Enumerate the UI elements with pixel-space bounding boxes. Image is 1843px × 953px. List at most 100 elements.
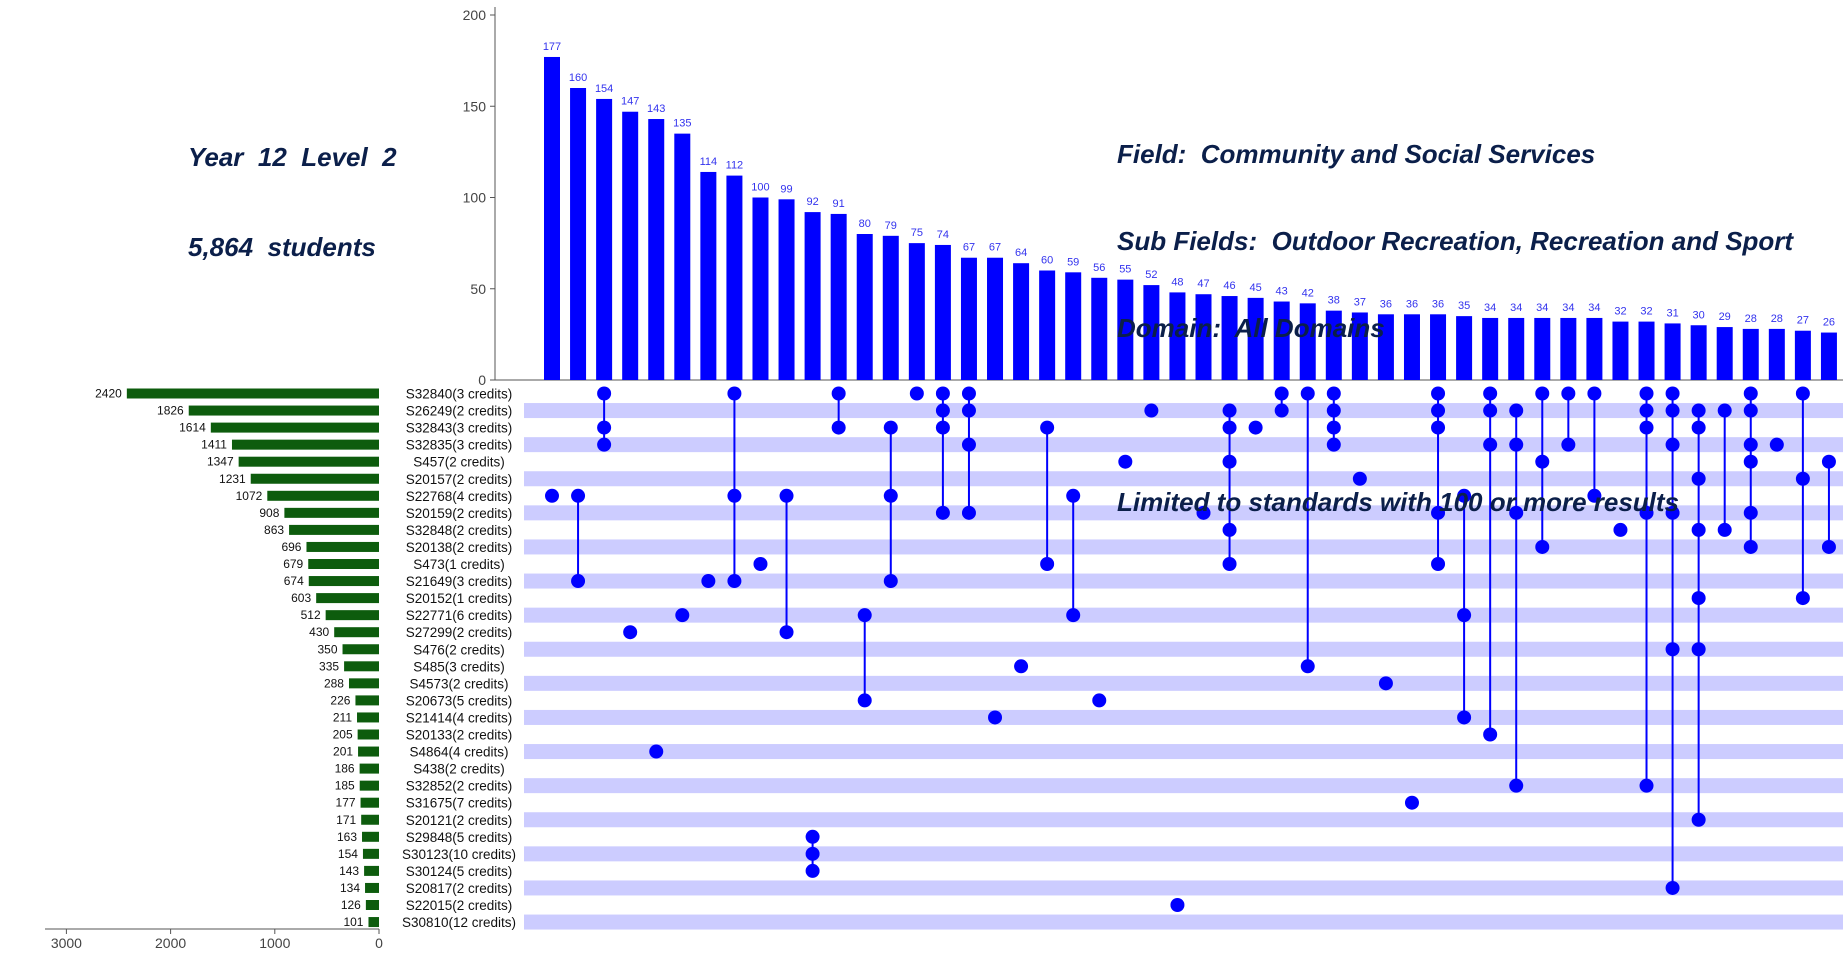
matrix-dot [1457, 608, 1472, 623]
matrix-dot [1639, 778, 1654, 793]
matrix-row-stripes [524, 403, 1843, 930]
intersection-bar [1612, 321, 1629, 380]
matrix-row-stripe [524, 573, 1843, 589]
bar-value-label: 143 [647, 103, 665, 115]
bar-value-label: 36 [1380, 298, 1392, 310]
set-name-label: S30123(10 credits) [402, 847, 516, 862]
matrix-row-stripe [524, 812, 1843, 828]
matrix-dot [935, 420, 950, 435]
set-size-bar [362, 831, 379, 842]
intersection-bar [726, 175, 743, 380]
matrix-dot [753, 557, 768, 571]
bar-value-label: 43 [1276, 286, 1288, 298]
intersection-bar [596, 98, 613, 380]
matrix-dot [1769, 437, 1784, 452]
set-size-bar [126, 388, 379, 399]
set-name-label: S20159(2 credits) [406, 506, 513, 521]
set-name-label: S21414(4 credits) [406, 710, 513, 725]
matrix-dot [961, 505, 976, 520]
set-name-label: S32840(3 credits) [406, 387, 513, 402]
set-size-label: 186 [335, 762, 355, 776]
intersection-bar [1716, 327, 1733, 380]
matrix-dot [1431, 386, 1446, 401]
set-axis-tick-label: 0 [375, 935, 383, 951]
y-tick-label: 100 [463, 190, 487, 206]
set-size-label: 512 [301, 608, 321, 622]
set-size-bar [362, 848, 379, 859]
matrix-row-stripe [524, 471, 1843, 487]
matrix-dot [545, 488, 559, 503]
intersection-bar [1456, 316, 1473, 380]
set-size-bar [306, 541, 379, 552]
intersection-bar [1586, 317, 1603, 380]
bar-value-label: 67 [989, 242, 1001, 254]
matrix-dot [1743, 386, 1758, 401]
set-name-label: S32852(2 credits) [406, 779, 513, 794]
set-name-label: S26249(2 credits) [406, 404, 513, 419]
bar-value-label: 80 [859, 218, 871, 230]
set-size-label: 1614 [179, 421, 206, 435]
matrix-dot [1821, 539, 1836, 554]
intersection-bar [1430, 314, 1447, 380]
matrix-dot [597, 420, 612, 435]
set-size-axis: 3000 2000 1000 0 [45, 928, 383, 951]
matrix-dot [988, 710, 1003, 725]
matrix-row-stripe [524, 709, 1843, 725]
matrix-dot [1483, 386, 1498, 401]
matrix-dot [1326, 386, 1341, 401]
bar-value-label: 75 [911, 227, 923, 239]
set-name-label: S4864(4 credits) [409, 745, 508, 760]
matrix-dot [805, 863, 820, 878]
bar-value-label: 38 [1328, 295, 1340, 307]
matrix-dot [857, 608, 872, 623]
matrix-dot [1691, 471, 1706, 486]
set-size-label: 863 [264, 523, 284, 537]
intersection-bar [856, 234, 873, 380]
matrix-row-stripe [524, 914, 1843, 930]
set-size-bar [308, 576, 379, 587]
set-size-label: 126 [341, 898, 361, 912]
intersection-bar [1143, 285, 1160, 380]
intersection-bar [1195, 294, 1212, 380]
matrix-dot [1378, 676, 1393, 691]
matrix-dot [1483, 727, 1498, 742]
matrix-dot [1014, 659, 1029, 674]
matrix-dot [1118, 454, 1133, 469]
matrix-dot [1665, 437, 1680, 452]
set-name-label: S27299(2 credits) [406, 625, 513, 640]
bar-value-label: 67 [963, 242, 975, 254]
intersection-bar [908, 243, 925, 380]
limit-note-line: Limited to standards with 100 or more re… [1117, 487, 1680, 517]
set-size-label: 1411 [201, 438, 227, 452]
matrix-dot [597, 437, 612, 452]
matrix-row-stripe [524, 744, 1843, 760]
set-size-label: 430 [309, 625, 329, 639]
set-size-label: 185 [335, 779, 355, 793]
set-size-bar [355, 695, 379, 706]
matrix-dot [1326, 420, 1341, 435]
matrix-dot [883, 488, 898, 503]
intersection-bar [987, 257, 1004, 380]
bar-value-label: 34 [1510, 302, 1522, 314]
bar-value-label: 92 [806, 196, 818, 208]
set-name-label: S438(2 credits) [413, 762, 505, 777]
intersection-bar [1742, 328, 1759, 380]
matrix-dot [1222, 454, 1237, 469]
matrix-dot [1639, 505, 1654, 520]
matrix-dot [1248, 420, 1263, 435]
matrix-dot [1457, 488, 1472, 503]
set-name-label: S457(2 credits) [413, 455, 505, 470]
intersection-bar [1690, 325, 1707, 380]
matrix-dot [675, 608, 690, 623]
matrix-dot [1743, 403, 1758, 418]
set-name-label: S29848(5 credits) [406, 830, 513, 845]
matrix-dot [1509, 437, 1524, 452]
matrix-dot [1457, 710, 1472, 725]
set-name-label: S32848(2 credits) [406, 523, 513, 538]
matrix-dot [1300, 659, 1315, 674]
intersection-bar [1664, 323, 1681, 380]
set-size-label: 177 [336, 796, 356, 810]
set-size-label: 211 [333, 710, 352, 724]
y-tick-label: 0 [478, 372, 486, 388]
matrix-dot [1300, 386, 1315, 401]
